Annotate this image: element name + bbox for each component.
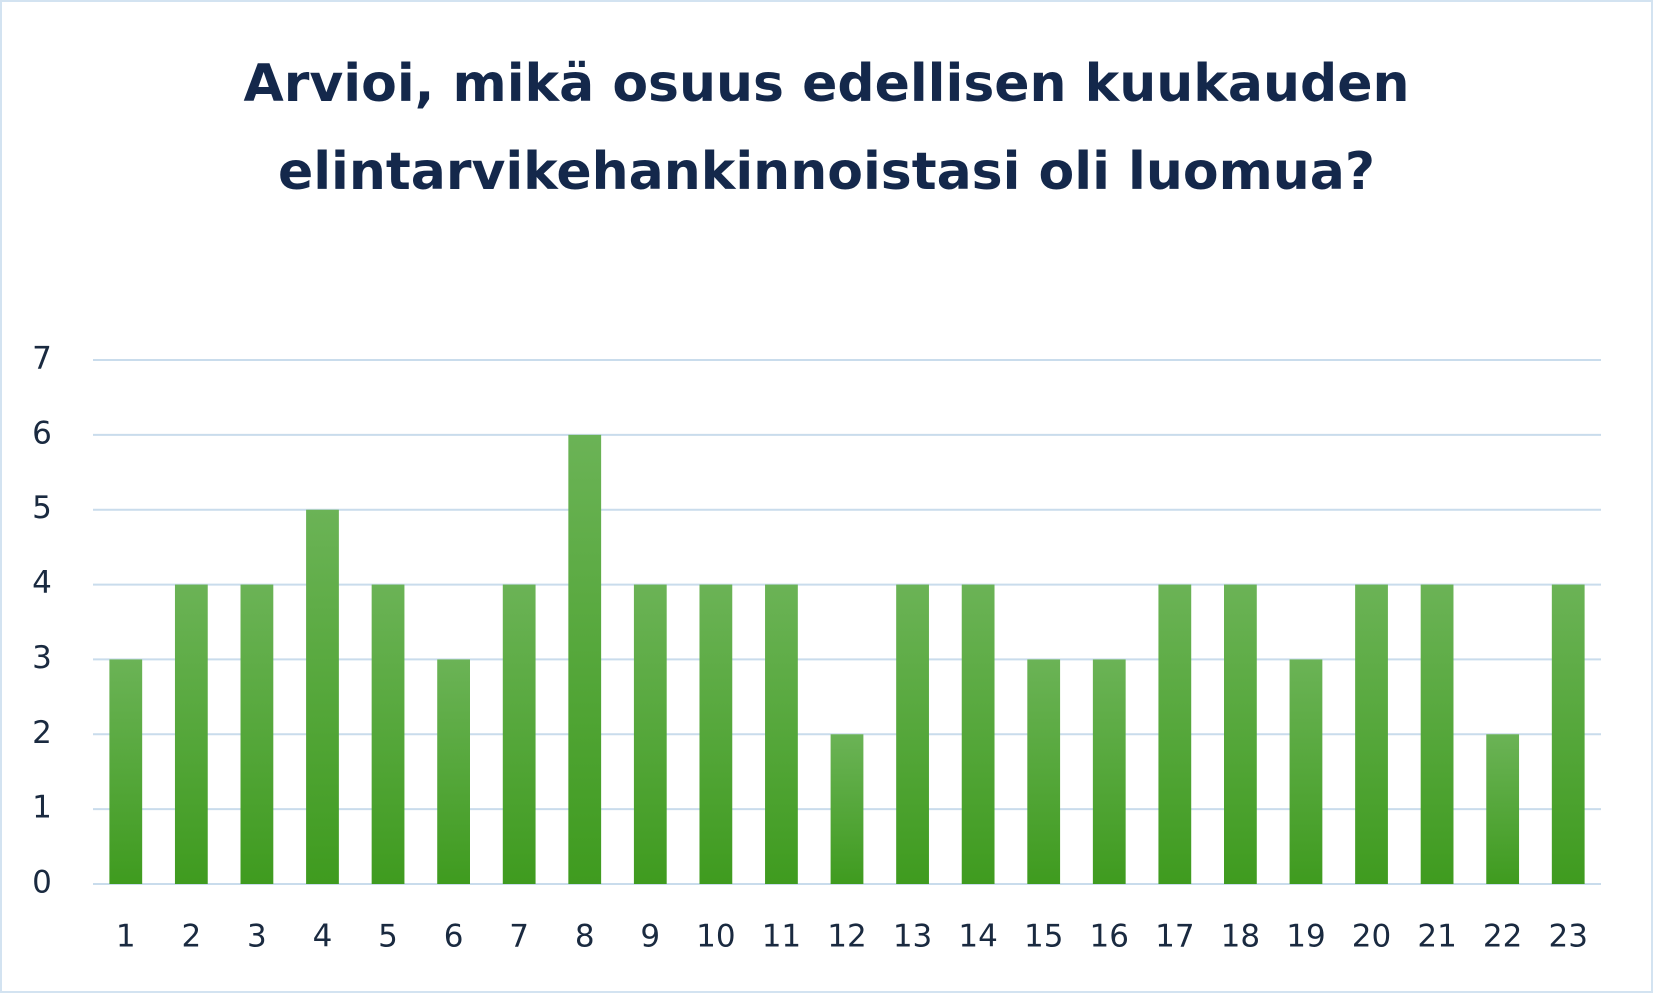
y-tick-label: 4: [32, 565, 52, 601]
bar: [568, 434, 602, 884]
bar: [765, 584, 798, 884]
x-tick-label: 7: [509, 919, 529, 955]
bar: [1289, 659, 1323, 884]
x-tick-label: 15: [1024, 919, 1063, 955]
bar: [699, 584, 733, 884]
bar: [1486, 734, 1520, 884]
bar: [1420, 584, 1454, 884]
x-tick-label: 22: [1483, 919, 1522, 955]
bar: [502, 584, 536, 884]
bar: [1027, 659, 1061, 884]
x-tick-label: 9: [640, 919, 660, 955]
bar: [1551, 584, 1585, 884]
x-tick-label: 6: [444, 919, 464, 955]
x-tick-label: 5: [378, 919, 398, 955]
x-tick-label: 11: [762, 919, 801, 955]
x-tick-label: 18: [1221, 919, 1260, 955]
y-tick-label: 6: [32, 415, 52, 451]
chart-title: Arvioi, mikä osuus edellisen kuukauden e…: [243, 54, 1410, 202]
x-tick-label: 21: [1417, 919, 1456, 955]
bar: [633, 584, 667, 884]
bar: [371, 584, 405, 884]
x-tick-label: 2: [181, 919, 201, 955]
x-tick-label: 19: [1286, 919, 1325, 955]
x-tick-label: 3: [247, 919, 267, 955]
x-tick-label: 8: [575, 919, 595, 955]
bar: [896, 584, 929, 884]
x-tick-label: 23: [1548, 919, 1587, 955]
bar: [830, 734, 864, 884]
bar: [437, 659, 470, 884]
x-tick-label: 12: [827, 919, 866, 955]
bar: [1224, 584, 1257, 884]
y-tick-label: 5: [32, 490, 52, 526]
x-tick-label: 1: [116, 919, 136, 955]
y-tick-label: 1: [32, 790, 52, 826]
x-tick-label: 14: [958, 919, 997, 955]
y-tick-label: 3: [32, 640, 52, 676]
bar: [306, 509, 339, 884]
bar: [1355, 584, 1388, 884]
x-tick-label: 10: [696, 919, 735, 955]
bar: [174, 584, 208, 884]
y-tick-label: 7: [32, 341, 52, 377]
x-tick-label: 4: [313, 919, 333, 955]
bar: [961, 584, 995, 884]
y-tick-label: 2: [32, 715, 52, 751]
x-tick-label: 20: [1352, 919, 1391, 955]
bar: [1092, 659, 1126, 884]
bar: [240, 584, 274, 884]
y-tick-label: 0: [32, 865, 52, 901]
bar: [109, 659, 143, 884]
bar: [1158, 584, 1192, 884]
x-tick-label: 17: [1155, 919, 1194, 955]
x-tick-label: 16: [1090, 919, 1129, 955]
x-tick-label: 13: [893, 919, 932, 955]
